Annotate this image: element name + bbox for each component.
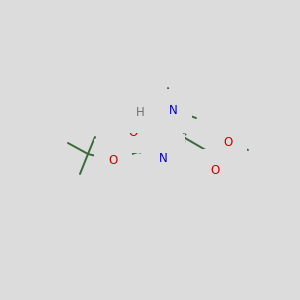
Text: H: H xyxy=(136,106,144,118)
Text: N: N xyxy=(159,152,167,164)
Text: O: O xyxy=(128,125,138,139)
Text: N: N xyxy=(169,103,177,116)
Text: H: H xyxy=(159,145,167,155)
Text: H: H xyxy=(159,143,167,153)
Text: O: O xyxy=(224,136,232,148)
Text: N: N xyxy=(159,152,167,164)
Text: O: O xyxy=(108,154,118,166)
Text: O: O xyxy=(210,164,220,176)
Text: H: H xyxy=(159,153,167,163)
